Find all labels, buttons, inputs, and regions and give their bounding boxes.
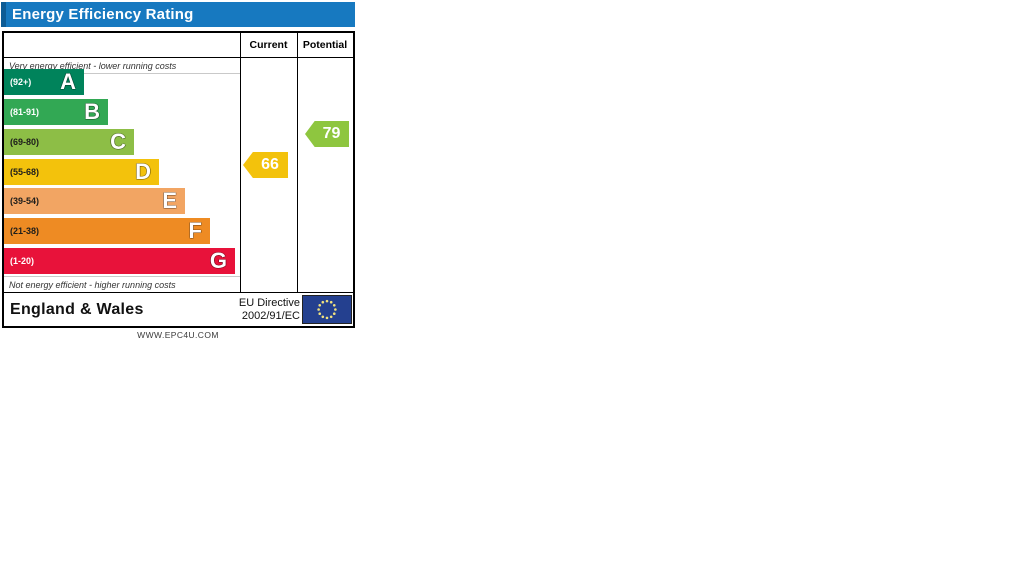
top-note: Very energy efficient - lower running co… bbox=[9, 61, 177, 71]
band-row-c: (69-80) C bbox=[4, 129, 134, 155]
potential-marker: 79 bbox=[305, 121, 349, 147]
band-a-letter: A bbox=[60, 69, 76, 94]
current-marker: 66 bbox=[243, 152, 288, 178]
band-c-letter: C bbox=[110, 129, 126, 154]
eu-directive-line1: EU Directive bbox=[238, 297, 300, 309]
band-f-letter: F bbox=[188, 218, 202, 243]
current-column-header: Current bbox=[249, 39, 288, 51]
current-value: 66 bbox=[261, 156, 279, 173]
band-g-letter: G bbox=[209, 248, 227, 273]
epc-rating-chart: Current Potential Very energy efficient … bbox=[2, 31, 355, 328]
potential-column-divider bbox=[297, 33, 298, 293]
band-c-range-label: (69-80) bbox=[10, 137, 40, 147]
potential-column-header: Potential bbox=[302, 39, 348, 51]
page-title: Energy Efficiency Rating bbox=[12, 6, 194, 23]
band-d-range-label: (55-68) bbox=[10, 167, 40, 177]
current-column-divider bbox=[240, 33, 241, 293]
band-row-f: (21-38) F bbox=[4, 218, 210, 244]
band-f-range-label: (21-38) bbox=[10, 226, 40, 236]
footer-row: England & Wales EU Directive 2002/91/EC bbox=[4, 292, 353, 326]
title-bar: Energy Efficiency Rating bbox=[1, 2, 355, 27]
bottom-note: Not energy efficient - higher running co… bbox=[9, 280, 176, 290]
band-d-letter: D bbox=[135, 159, 151, 184]
band-row-a: (92+) A bbox=[4, 69, 84, 95]
band-e-range-label: (39-54) bbox=[10, 196, 40, 206]
watermark: WWW.EPC4U.COM bbox=[137, 330, 219, 340]
band-row-b: (81-91) B bbox=[4, 99, 108, 125]
band-e-letter: E bbox=[162, 188, 177, 213]
band-row-g: (1-20) G bbox=[4, 248, 235, 274]
band-row-d: (55-68) D bbox=[4, 159, 159, 185]
band-b-range-label: (81-91) bbox=[10, 107, 40, 117]
region-label: England & Wales bbox=[10, 301, 144, 318]
bottom-rule bbox=[4, 276, 240, 277]
band-a-range-label: (92+) bbox=[10, 77, 32, 87]
eu-directive-text: EU Directive 2002/91/EC bbox=[228, 297, 300, 323]
band-g-range-label: (1-20) bbox=[10, 256, 35, 266]
column-header-row: Current Potential bbox=[4, 33, 353, 58]
eu-directive-line2: 2002/91/EC bbox=[241, 309, 300, 322]
potential-value: 79 bbox=[322, 125, 341, 142]
eu-flag-icon bbox=[302, 295, 352, 324]
top-rule bbox=[4, 73, 240, 74]
eu-flag-stars bbox=[317, 299, 337, 320]
band-b-letter: B bbox=[84, 99, 100, 124]
band-row-e: (39-54) E bbox=[4, 188, 185, 214]
